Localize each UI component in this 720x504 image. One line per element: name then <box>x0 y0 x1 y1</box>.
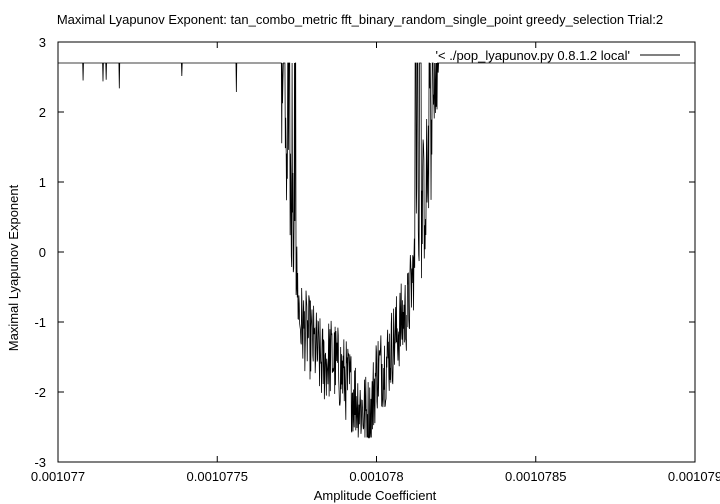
x-tick-label: 0.001078 <box>349 469 403 484</box>
y-tick-label: 0 <box>39 245 46 260</box>
y-axis-label: Maximal Lyapunov Exponent <box>6 184 21 351</box>
y-tick-label: 2 <box>39 105 46 120</box>
legend: '< ./pop_lyapunov.py 0.8.1.2 local' <box>436 48 680 63</box>
axis-ticks: -3 -2 -1 0 1 2 3 0.001077 0.0010775 0.001078 0.001… <box>31 35 720 484</box>
y-tick-label: -2 <box>34 385 46 400</box>
y-tick-label: -3 <box>34 455 46 470</box>
legend-label: '< ./pop_lyapunov.py 0.8.1.2 local' <box>436 48 630 63</box>
series-line <box>58 62 695 439</box>
y-tick-label: 1 <box>39 175 46 190</box>
x-tick-label: 0.001079 <box>668 469 720 484</box>
series-path <box>58 62 695 439</box>
x-axis-label: Amplitude Coefficient <box>314 488 437 503</box>
x-tick-label: 0.001077 <box>31 469 85 484</box>
x-tick-label: 0.0010775 <box>187 469 248 484</box>
plot-frame <box>57 41 696 463</box>
chart-title: Maximal Lyapunov Exponent: tan_combo_met… <box>57 12 663 27</box>
y-tick-label: -1 <box>34 315 46 330</box>
x-tick-label: 0.0010785 <box>505 469 566 484</box>
y-tick-label: 3 <box>39 35 46 50</box>
